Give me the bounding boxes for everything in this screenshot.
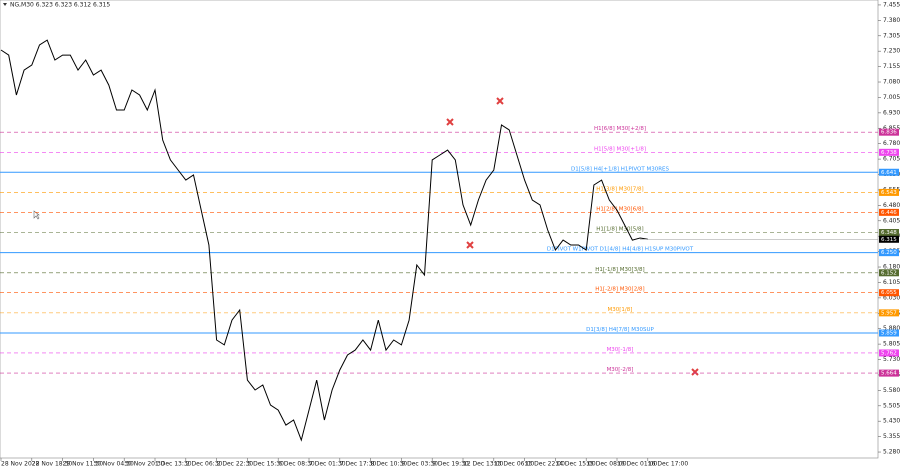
plot-frame (0, 0, 879, 459)
y-tick-label: 5.730 (883, 356, 900, 363)
price-label: 6.152 (881, 270, 897, 276)
x-tick-label: 5 Dec 15:30 (247, 461, 284, 468)
x-tick-label: 12 Dec 13:00 (463, 461, 504, 468)
price-box (879, 369, 899, 377)
level-label: H1[2/8] M30[6/8] (596, 206, 643, 212)
y-tick-label: 6.405 (883, 217, 900, 224)
y-tick-label: 5.505 (883, 402, 900, 409)
title-icon (3, 3, 7, 6)
x-tick-label: 15 Dec 08:00 (586, 461, 627, 468)
price-box (879, 168, 899, 176)
price-line (0, 39, 648, 442)
x-tick-label: 14 Dec 15:00 (555, 461, 596, 468)
price-box (879, 249, 899, 257)
markers (446, 97, 699, 376)
price-label: 6.250 (881, 250, 897, 256)
x-tick-label: 1 Dec 13:30 (155, 461, 192, 468)
y-tick-label: 6.855 (883, 125, 900, 132)
price-label: 6.055 (881, 290, 897, 296)
price-label: 6.738 (881, 150, 897, 156)
price-box (879, 128, 899, 136)
price-label: 5.859 (881, 331, 897, 337)
level-label: M30[1/8] (608, 307, 633, 313)
x-tick-label: 29 Nov 11:30 (63, 461, 104, 468)
price-box (879, 349, 899, 357)
price-box (879, 269, 899, 277)
current-price-label: 6.315 (881, 237, 897, 243)
y-tick-label: 7.005 (883, 94, 900, 101)
level-label: H1[1/8] M30[5/8] (596, 226, 643, 232)
y-tick-label: 5.580 (883, 387, 900, 394)
x-tick-label: 16 Dec 17:00 (648, 461, 689, 468)
y-tick-label: 5.430 (883, 418, 900, 425)
current-price-box (879, 235, 899, 243)
y-tick-label: 6.105 (883, 279, 900, 286)
level-label: D1[3/8] H4[7/8] M30SUP (586, 327, 654, 333)
level-label: D1[5/8] H4[+1/8] H1PIVOT M30RES (571, 166, 669, 172)
price-label: 5.762 (881, 350, 897, 356)
y-tick-label: 6.780 (883, 140, 900, 147)
price-label: 6.641 (881, 170, 897, 176)
y-tick-label: 7.080 (883, 79, 900, 86)
x-tick-label: 9 Dec 19:30 (432, 461, 469, 468)
x-tick-label: 6 Dec 08:30 (278, 461, 315, 468)
level-label: M30[-1/8] (607, 347, 634, 353)
y-tick-label: 7.230 (883, 48, 900, 55)
y-tick-label: 6.480 (883, 202, 900, 209)
y-tick-label: 5.280 (883, 449, 900, 456)
y-tick-label: 6.930 (883, 109, 900, 116)
y-tick-label: 7.305 (883, 32, 900, 39)
x-tick-label: 8 Dec 10:30 (371, 461, 408, 468)
y-tick-label: 5.355 (883, 433, 900, 440)
x-tick-label: 28 Nov 2022 (1, 461, 40, 468)
x-tick-label: 2 Dec 22:30 (217, 461, 254, 468)
price-box (879, 289, 899, 297)
price-label: 6.446 (881, 210, 897, 216)
y-tick-label: 7.380 (883, 17, 900, 24)
y-tick-label: 6.180 (883, 264, 900, 271)
price-label: 6.543 (881, 190, 897, 196)
price-label: 6.348 (881, 230, 897, 236)
x-tick-label: 2 Dec 06:30 (186, 461, 223, 468)
cursor (33, 210, 40, 220)
level-label: H1[-2/8] M30[2/8] (595, 287, 644, 293)
x-tick-label: 16 Dec 01:00 (617, 461, 658, 468)
price-box (879, 228, 899, 236)
chart-title: NG,M30 6.323 6.323 6.312 6.315 (10, 2, 110, 9)
x-tick-label: 30 Nov 04:30 (93, 461, 134, 468)
price-box (879, 309, 899, 317)
level-label: H1[3/8] M30[7/8] (596, 186, 643, 192)
price-box (879, 208, 899, 216)
price-label: 5.957 (881, 310, 897, 316)
level-label: H1[5/8] M30[+1/8] (594, 146, 646, 152)
y-tick-label: 5.805 (883, 341, 900, 348)
y-tick-label: 5.880 (883, 325, 900, 332)
x-tick-label: 13 Dec 06:00 (494, 461, 535, 468)
level-label: M30[-2/8] (607, 367, 634, 373)
x-tick-label: 7 Dec 01:30 (309, 461, 346, 468)
x-tick-label: 30 Nov 20:30 (124, 461, 165, 468)
price-box (879, 188, 899, 196)
level-label: D1PIVOT W1PIVOT D1[4/8] H4[4/8] H1SUP M3… (547, 247, 694, 253)
price-label: 6.836 (881, 130, 897, 136)
x-tick-label: 7 Dec 17:30 (340, 461, 377, 468)
y-tick-label: 7.455 (883, 1, 900, 8)
x-tick-label: 9 Dec 03:30 (401, 461, 438, 468)
level-label: H1[-1/8] M30[3/8] (595, 267, 644, 273)
price-label: 5.664 (881, 371, 897, 377)
price-box (879, 329, 899, 337)
y-tick-label: 6.705 (883, 156, 900, 163)
x-tick-label: 28 Nov 18:30 (32, 461, 73, 468)
price-box (879, 148, 899, 156)
y-tick-label: 6.030 (883, 294, 900, 301)
y-tick-label: 7.155 (883, 63, 900, 70)
level-label: H1[6/8] M30[+2/8] (594, 126, 646, 132)
x-tick-label: 13 Dec 22:00 (525, 461, 566, 468)
